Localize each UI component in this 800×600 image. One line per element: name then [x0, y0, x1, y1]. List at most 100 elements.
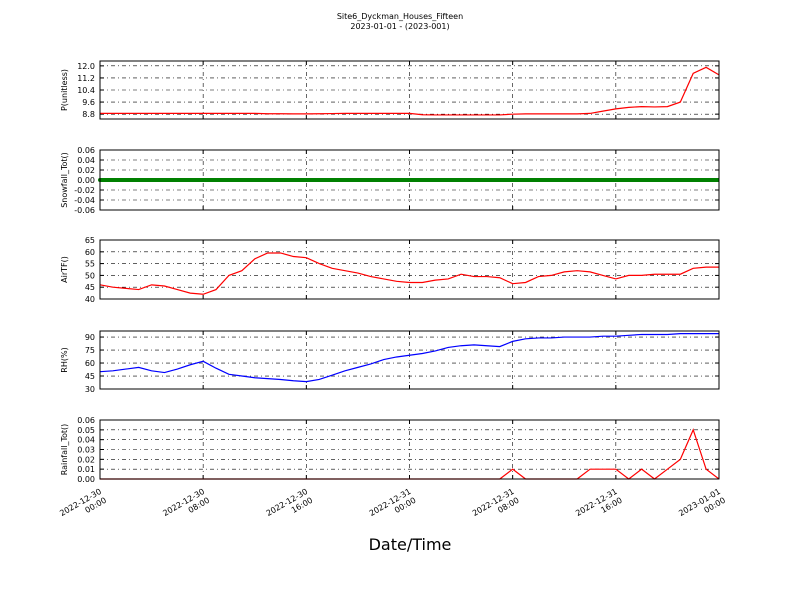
marker-dot [570, 178, 574, 182]
marker-dot [518, 178, 522, 182]
marker-dot [390, 178, 394, 182]
marker-dot [550, 178, 554, 182]
marker-dot [190, 178, 194, 182]
marker-dot [694, 178, 698, 182]
marker-dot [262, 178, 266, 182]
marker-dot [514, 178, 518, 182]
marker-dot [578, 178, 582, 182]
marker-dot [670, 178, 674, 182]
marker-dot [274, 178, 278, 182]
y-tick-label: 45 [85, 372, 95, 381]
marker-dot [330, 178, 334, 182]
marker-dot [486, 178, 490, 182]
marker-dot [242, 178, 246, 182]
y-tick-label: 10.4 [77, 86, 95, 95]
y-tick-label: 60 [85, 248, 95, 257]
marker-dot [358, 178, 362, 182]
marker-dot [362, 178, 366, 182]
y-tick-label: 9.6 [82, 98, 95, 107]
marker-dot [278, 178, 282, 182]
y-tick-label: 0.06 [77, 146, 95, 155]
y-tick-label: 0.03 [77, 446, 95, 455]
marker-dot [378, 178, 382, 182]
marker-dot [246, 178, 250, 182]
marker-dot [634, 178, 638, 182]
marker-dot [530, 178, 534, 182]
marker-dot [454, 178, 458, 182]
marker-dot [126, 178, 130, 182]
marker-dot [130, 178, 134, 182]
marker-dot [658, 178, 662, 182]
marker-dot [302, 178, 306, 182]
marker-dot [250, 178, 254, 182]
y-tick-label: 0.04 [77, 156, 95, 165]
marker-dot [554, 178, 558, 182]
marker-dot [338, 178, 342, 182]
marker-dot [698, 178, 702, 182]
marker-dot [198, 178, 202, 182]
data-line [99, 252, 719, 295]
marker-dot [534, 178, 538, 182]
marker-dot [106, 178, 110, 182]
x-tick-label: 2022-12-3100:00 [368, 487, 418, 527]
data-line [100, 66, 720, 116]
marker-dot [466, 178, 470, 182]
y-axis-label: AirTF() [60, 256, 69, 283]
y-tick-label: 8.8 [82, 110, 95, 119]
y-axis-label: Rainfall_Tot() [60, 424, 69, 476]
marker-dot [170, 178, 174, 182]
marker-dot [622, 178, 626, 182]
marker-dot [354, 178, 358, 182]
y-tick-label: -0.06 [74, 206, 95, 215]
marker-dot [614, 178, 618, 182]
marker-dot [590, 178, 594, 182]
y-tick-label: -0.02 [74, 186, 95, 195]
marker-dot [226, 178, 230, 182]
y-tick-label: 75 [85, 346, 95, 355]
marker-dot [122, 178, 126, 182]
plot-frame [99, 330, 720, 390]
x-axis-label: Date/Time [369, 535, 452, 554]
marker-dot [406, 178, 410, 182]
y-tick-label: 0.05 [77, 426, 95, 435]
marker-dot [546, 178, 550, 182]
marker-dot [606, 178, 610, 182]
marker-dot [706, 178, 710, 182]
marker-dot [462, 178, 466, 182]
marker-dot [442, 178, 446, 182]
y-tick-label: 90 [85, 333, 95, 342]
y-tick-label: 0.04 [77, 436, 95, 445]
marker-dot [410, 178, 414, 182]
marker-dot [678, 178, 682, 182]
marker-dot [418, 178, 422, 182]
y-tick-label: 30 [85, 385, 95, 394]
marker-dot [162, 178, 166, 182]
marker-dot [154, 178, 158, 182]
marker-dot [710, 178, 714, 182]
marker-dot [350, 178, 354, 182]
y-tick-label: 60 [85, 359, 95, 368]
marker-dot [498, 178, 502, 182]
marker-dot [366, 178, 370, 182]
marker-dot [482, 178, 486, 182]
y-tick-label: -0.04 [74, 196, 95, 205]
x-tick-label: 2022-12-3008:00 [161, 487, 211, 527]
marker-dot [318, 178, 322, 182]
x-tick-label: 2023-01-0100:00 [677, 487, 727, 527]
y-tick-label: 40 [85, 295, 95, 304]
marker-dot [646, 178, 650, 182]
plot-frame [99, 239, 720, 300]
marker-dot [346, 178, 350, 182]
marker-dot [158, 178, 162, 182]
marker-dot [574, 178, 578, 182]
marker-dot [166, 178, 170, 182]
marker-dot [142, 178, 146, 182]
marker-dot [254, 178, 258, 182]
marker-dot [682, 178, 686, 182]
y-tick-label: 0.02 [77, 455, 95, 464]
marker-dot [650, 178, 654, 182]
marker-dot [582, 178, 586, 182]
marker-dot [538, 178, 542, 182]
marker-dot [374, 178, 378, 182]
marker-dot [322, 178, 326, 182]
